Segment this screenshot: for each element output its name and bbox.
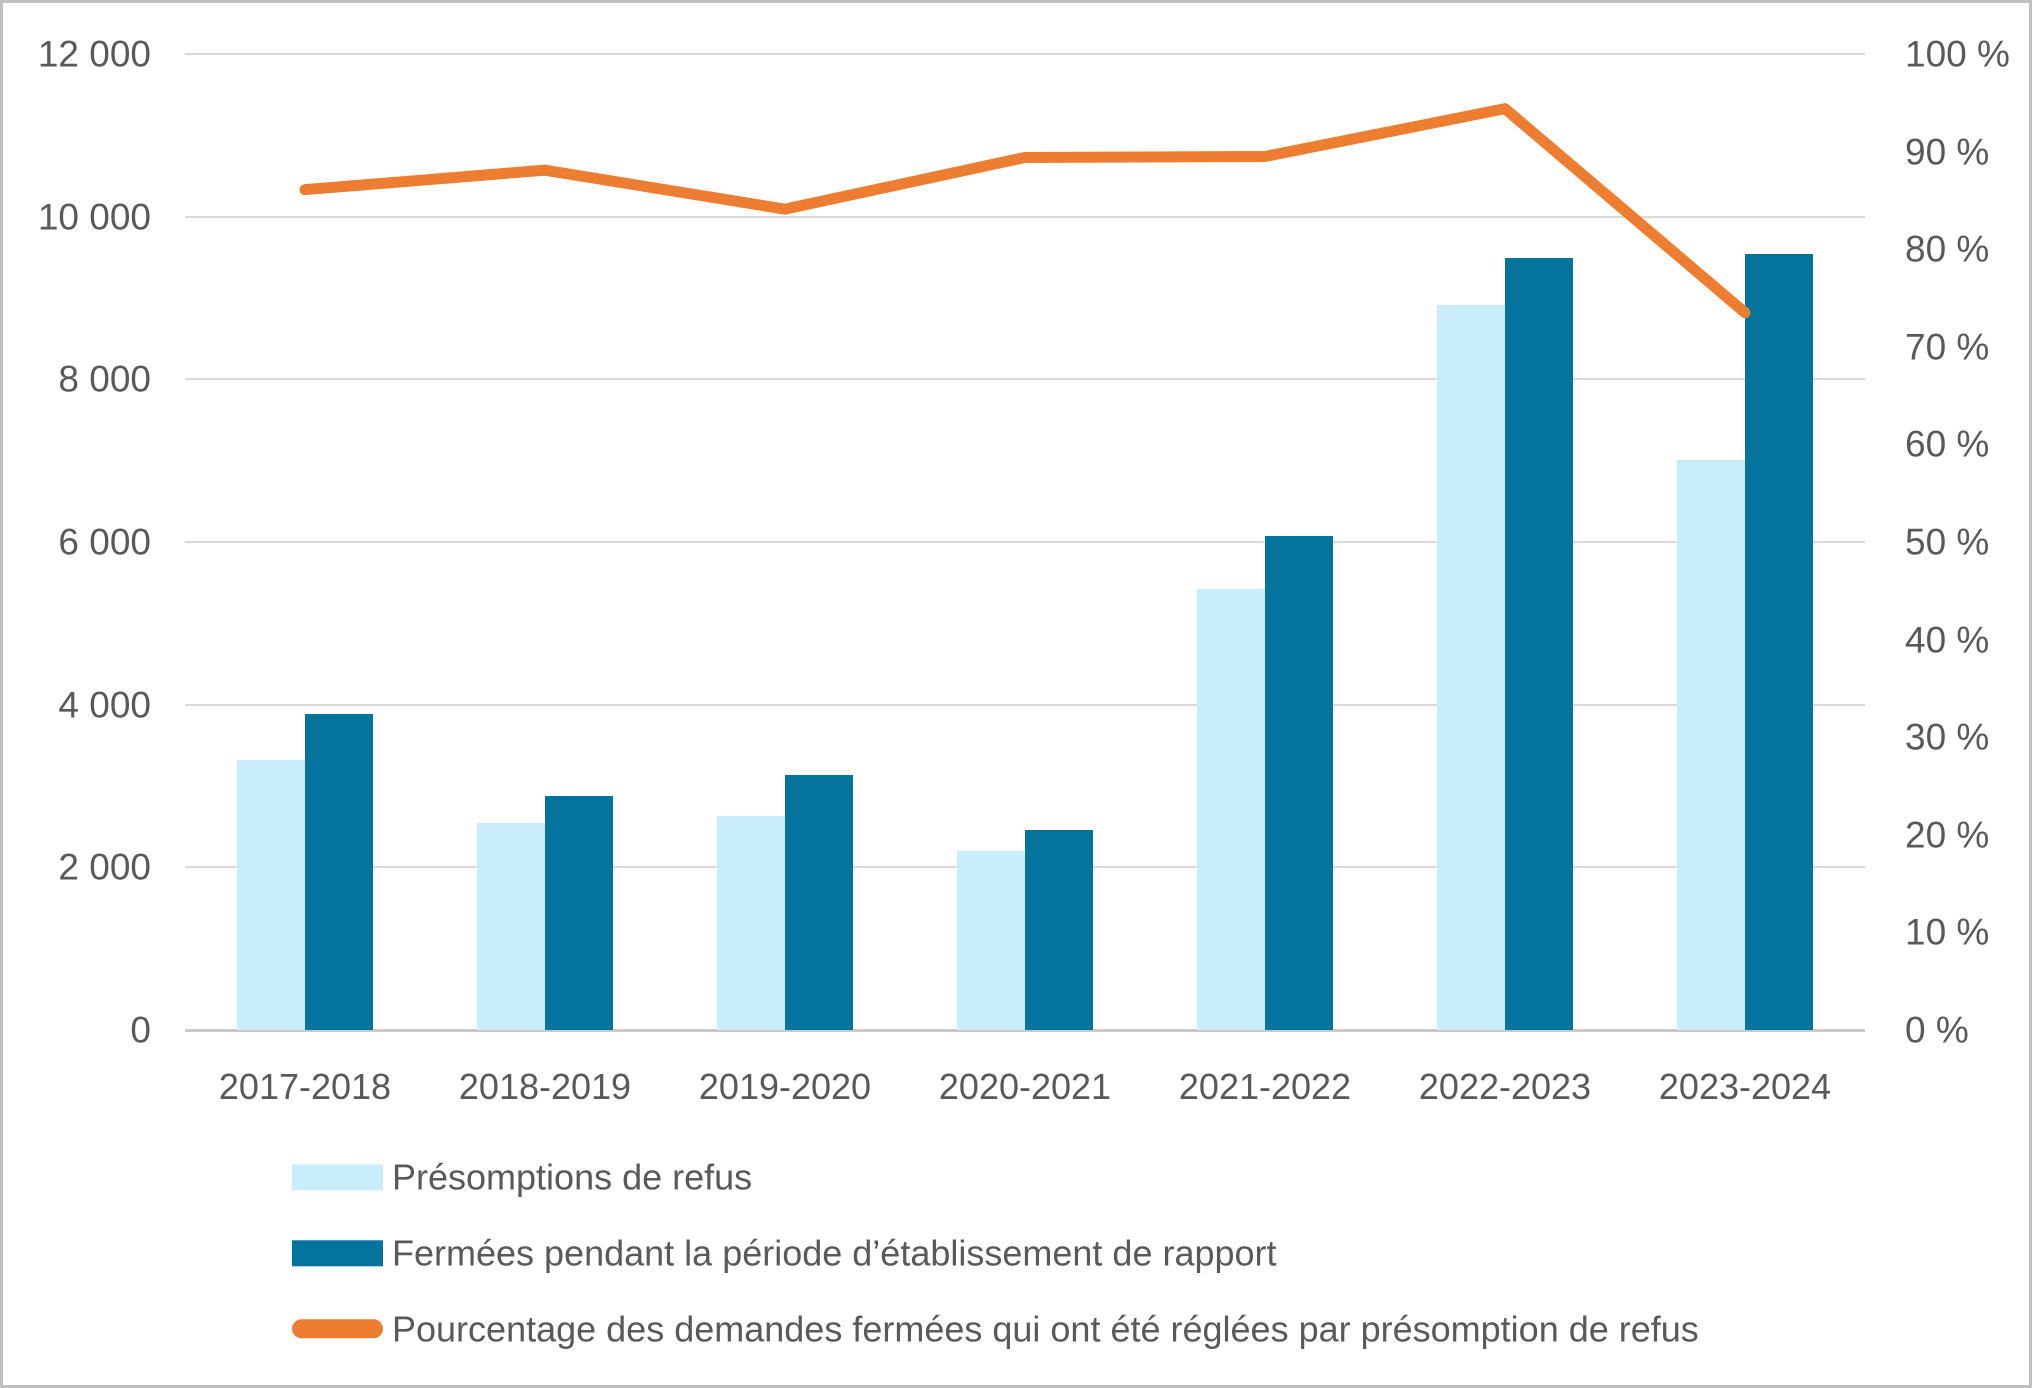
gridline <box>185 703 1865 706</box>
bar-presomptions-2019-2020 <box>717 816 785 1030</box>
bar-fermees-2022-2023 <box>1505 258 1573 1030</box>
x-axis-line <box>185 1029 1865 1032</box>
bar-fermees-2019-2020 <box>785 775 853 1030</box>
legend-label-presomptions: Présomptions de refus <box>392 1156 753 1198</box>
y-axis-tick-label-right: 30 % <box>1905 716 1990 758</box>
bar-presomptions-2021-2022 <box>1197 589 1265 1030</box>
legend-swatch-presomptions-icon <box>292 1163 383 1190</box>
legend-item-presomptions: Présomptions de refus <box>292 1156 752 1197</box>
y-axis-tick-label-left: 12 000 <box>37 33 151 75</box>
y-axis-tick-label-right: 50 % <box>1905 521 1990 563</box>
x-axis-category-label: 2023-2024 <box>1658 1066 1832 1107</box>
y-axis-tick-label-right: 100 % <box>1905 33 2010 75</box>
gridline <box>185 53 1865 55</box>
y-axis-tick-label-right: 40 % <box>1905 619 1990 661</box>
x-axis-category-label: 2017-2018 <box>218 1066 392 1107</box>
y-axis-tick-label-right: 20 % <box>1905 814 1990 856</box>
legend-label-fermees: Fermées pendant la période d’établisseme… <box>392 1232 1277 1274</box>
y-axis-tick-label-left: 6 000 <box>58 521 151 563</box>
percentage-line-layer <box>299 103 1751 319</box>
percentage-line <box>299 103 1751 319</box>
bar-presomptions-2022-2023 <box>1437 305 1505 1030</box>
legend-label-pourcentage: Pourcentage des demandes fermées qui ont… <box>392 1308 1699 1350</box>
legend-item-pourcentage: Pourcentage des demandes fermées qui ont… <box>292 1308 1699 1349</box>
gridline <box>185 215 1865 218</box>
legend-item-fermees: Fermées pendant la période d’établisseme… <box>292 1232 1277 1273</box>
legend-swatch-fermees-icon <box>292 1239 383 1266</box>
y-axis-tick-label-left: 8 000 <box>58 358 151 400</box>
bar-fermees-2023-2024 <box>1745 254 1813 1030</box>
y-axis-tick-label-left: 10 000 <box>37 196 151 238</box>
y-axis-tick-label-left: 2 000 <box>58 846 151 888</box>
y-axis-tick-label-right: 0 % <box>1905 1009 1969 1051</box>
y-axis-tick-label-left: 4 000 <box>58 684 151 726</box>
x-axis-category-label: 2019-2020 <box>698 1066 872 1107</box>
axis-labels-layer: 12 000 10 000 8 000 6 000 4 000 2 000 0 100 % 90… <box>3 3 2029 1385</box>
x-axis-category-label: 2021-2022 <box>1178 1066 1352 1107</box>
y-axis-tick-label-left: 0 <box>130 1009 151 1051</box>
x-axis-category-label: 2020-2021 <box>938 1066 1112 1107</box>
gridline <box>185 541 1865 543</box>
x-axis-category-label: 2022-2023 <box>1418 1066 1592 1107</box>
bar-presomptions-2020-2021 <box>957 851 1025 1030</box>
gridline <box>185 378 1865 381</box>
legend-swatch-pourcentage-line-icon <box>292 1319 383 1339</box>
bar-presomptions-2018-2019 <box>477 822 545 1030</box>
y-axis-tick-label-right: 90 % <box>1905 131 1990 173</box>
bars-layer <box>3 3 2029 1385</box>
bar-fermees-2020-2021 <box>1025 829 1093 1030</box>
bar-fermees-2017-2018 <box>305 714 373 1030</box>
bar-presomptions-2017-2018 <box>237 759 305 1030</box>
y-axis-tick-label-right: 80 % <box>1905 228 1990 270</box>
bar-fermees-2021-2022 <box>1265 536 1333 1030</box>
y-axis-tick-label-right: 70 % <box>1905 326 1990 368</box>
x-axis-category-label: 2018-2019 <box>458 1066 632 1107</box>
y-axis-tick-label-right: 60 % <box>1905 423 1990 465</box>
y-axis-tick-label-right: 10 % <box>1905 911 1990 953</box>
bar-presomptions-2023-2024 <box>1677 459 1745 1030</box>
bar-fermees-2018-2019 <box>545 795 613 1030</box>
